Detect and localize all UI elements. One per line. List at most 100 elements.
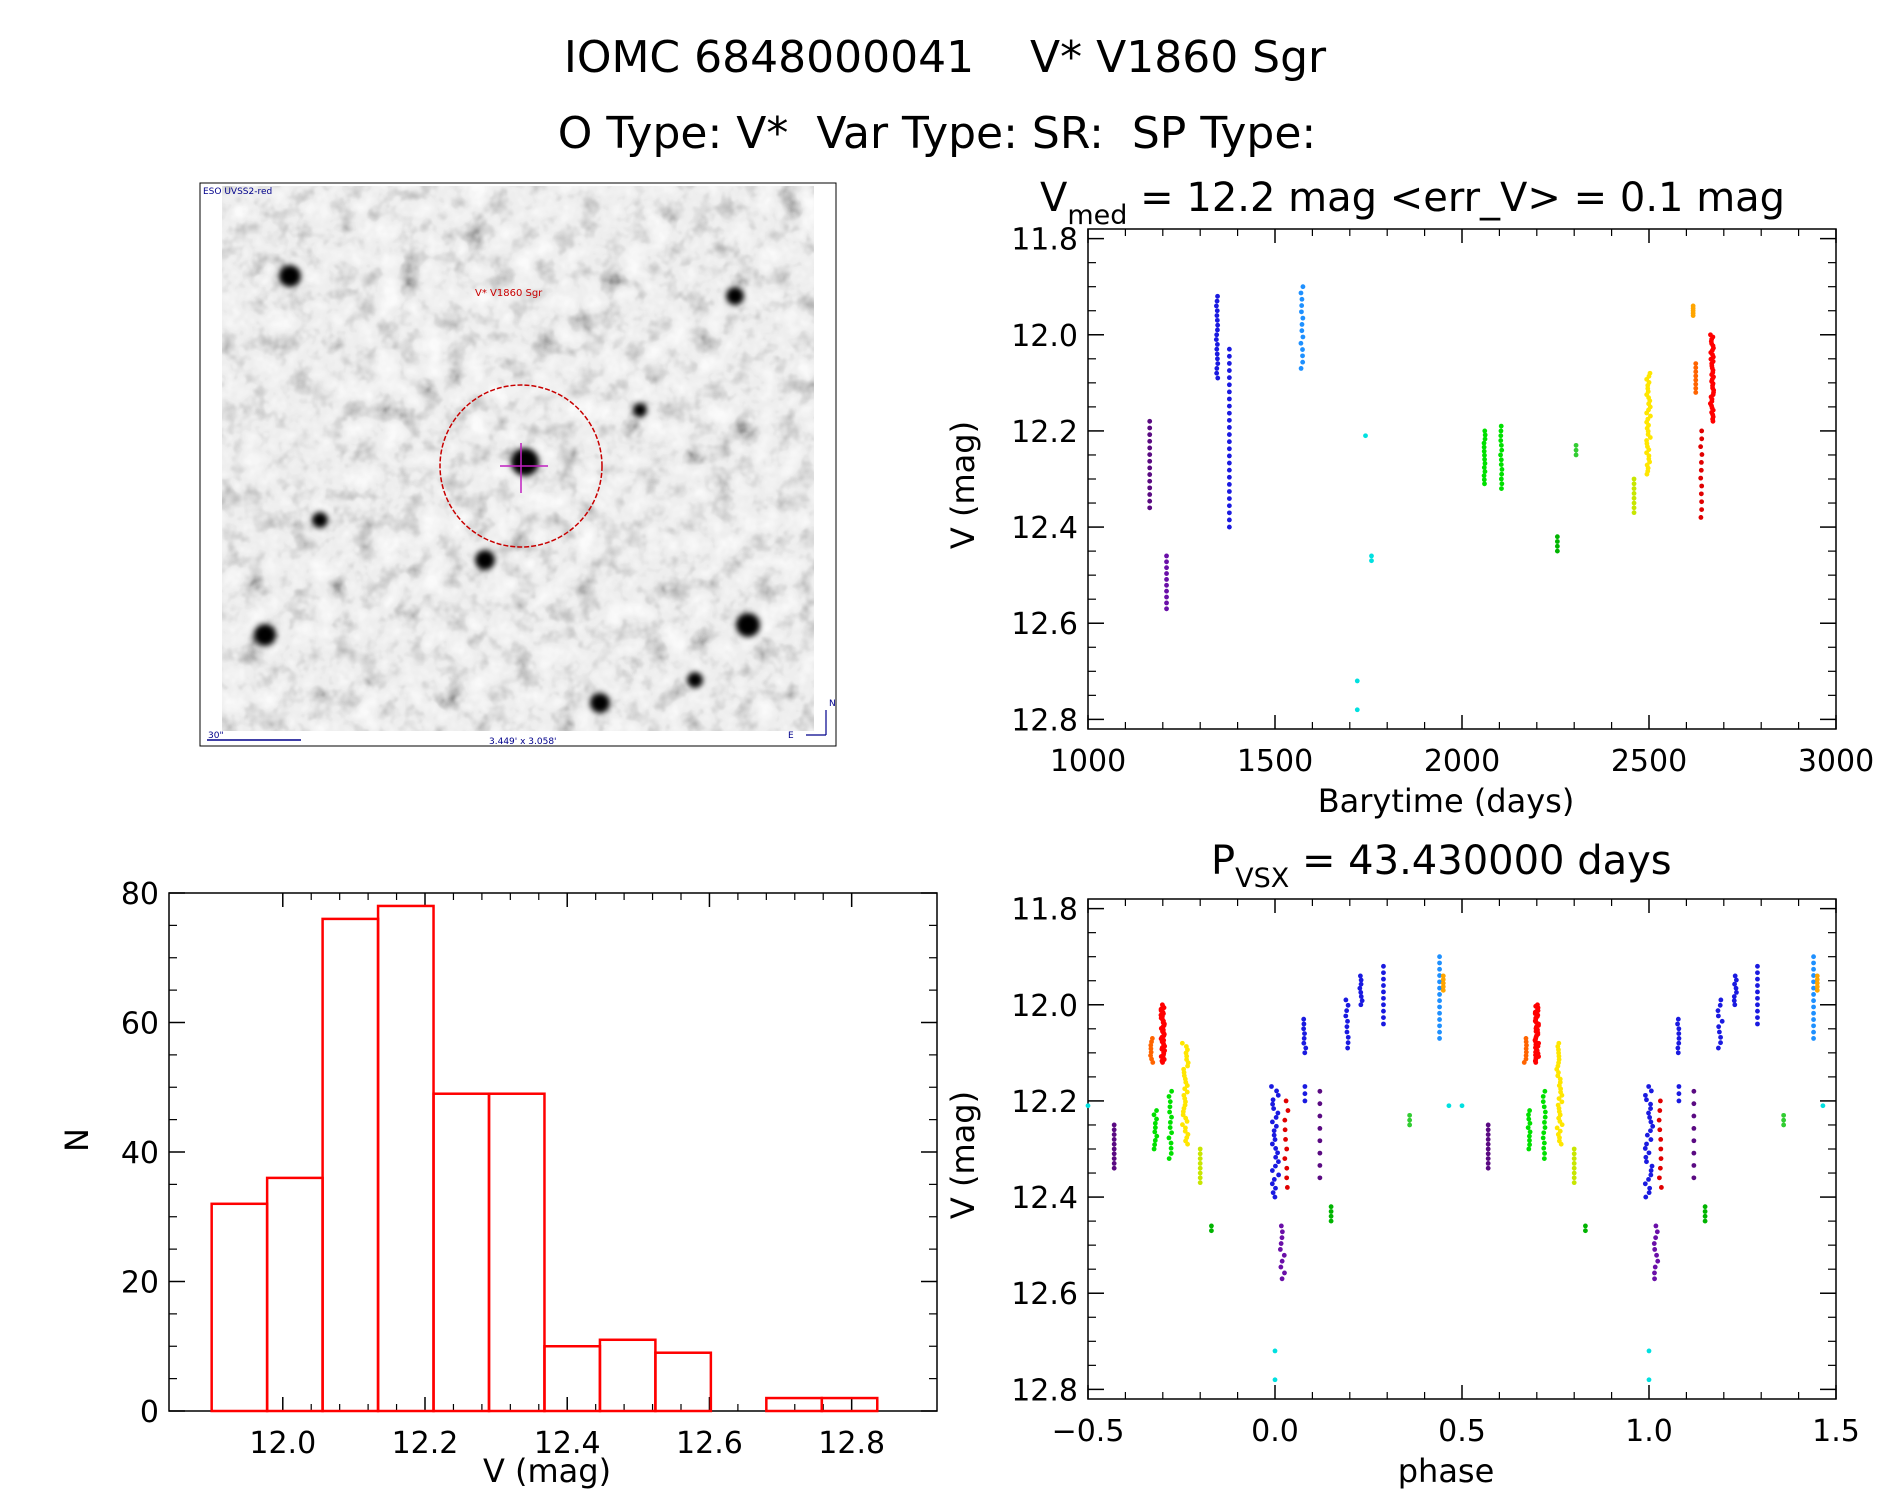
- phased-data-point: [1702, 1218, 1708, 1224]
- phased-data-point: [1814, 977, 1820, 982]
- phased-data-point: [1485, 1161, 1491, 1166]
- phased-data-point: [1169, 1114, 1174, 1120]
- phased-data-point: [1407, 1112, 1413, 1118]
- lightcurve-xtick-label: 3000: [1798, 744, 1874, 779]
- phased-data-point: [1279, 1235, 1285, 1241]
- phased-data-point: [1652, 1247, 1658, 1252]
- lightcurve-data-point: [1482, 432, 1488, 438]
- lightcurve-data-point: [1226, 467, 1232, 473]
- phased-ytick-label: 11.8: [1011, 893, 1078, 928]
- phased-data-point: [1654, 1229, 1660, 1235]
- lightcurve-data-point: [1631, 481, 1637, 487]
- lightcurve-data-point: [1298, 290, 1304, 296]
- phased-data-point: [1276, 1159, 1281, 1165]
- lightcurve-series-s12: [1573, 442, 1579, 458]
- phased-data-point: [1381, 976, 1386, 982]
- phased-data-point: [1781, 1122, 1787, 1128]
- phased-data-point: [1357, 973, 1363, 979]
- lightcurve-title-sub: med: [1067, 200, 1127, 231]
- phased-data-point: [1527, 1108, 1533, 1113]
- phased-data-point: [1345, 1045, 1351, 1051]
- phased-data-point: [1148, 1046, 1154, 1052]
- lightcurve-data-point: [1481, 477, 1487, 483]
- lightcurve-data-point: [1226, 346, 1232, 352]
- histogram-xtick-label: 12.4: [534, 1426, 601, 1461]
- lightcurve-data-point: [1300, 359, 1306, 365]
- phased-data-point: [1811, 973, 1816, 978]
- lightcurve-data-point: [1214, 346, 1220, 352]
- phased-series-p48: [1085, 1103, 1091, 1109]
- phased-data-point: [1381, 989, 1386, 995]
- phased-data-point: [1691, 1113, 1697, 1119]
- phased-data-point: [1302, 1050, 1308, 1056]
- lightcurve-series-s13: [1631, 476, 1637, 516]
- phased-data-point: [1184, 1118, 1190, 1124]
- phased-data-point: [1675, 1045, 1681, 1051]
- phased-data-point: [1407, 1117, 1413, 1123]
- lightcurve-data-point: [1215, 322, 1221, 328]
- lightcurve-data-point: [1164, 594, 1169, 600]
- compass-icon: [806, 710, 827, 736]
- phased-data-point: [1691, 1101, 1697, 1107]
- phased-data-point: [1273, 1123, 1279, 1129]
- lightcurve-data-point: [1147, 452, 1153, 457]
- lightcurve-data-point: [1226, 403, 1232, 409]
- lightcurve-data-point: [1299, 303, 1305, 308]
- lightcurve-xtick-label: 2000: [1424, 744, 1500, 779]
- phased-data-point: [1167, 1109, 1173, 1115]
- phased-data-point: [1197, 1146, 1203, 1152]
- phased-data-point: [1659, 1185, 1664, 1190]
- lightcurve-data-point: [1354, 678, 1360, 684]
- lightcurve-data-point: [1699, 483, 1705, 489]
- phased-series-p18: [1357, 973, 1365, 1008]
- phased-data-point: [1648, 1088, 1654, 1094]
- lightcurve-data-point: [1693, 377, 1699, 383]
- phased-data-point: [1440, 973, 1446, 979]
- lightcurve-ytick-label: 12.6: [1011, 607, 1078, 642]
- lightcurve-data-point: [1690, 313, 1696, 318]
- phased-ytick-label: 12.4: [1011, 1181, 1078, 1216]
- phased-series-p17: [1343, 997, 1351, 1051]
- lightcurve-data-point: [1693, 390, 1699, 395]
- phased-data-point: [1359, 998, 1365, 1004]
- histogram-xlabel: V (mag): [483, 1452, 611, 1490]
- phased-data-point: [1652, 1276, 1657, 1282]
- phased-data-point: [1358, 994, 1364, 999]
- lightcurve-data-point: [1164, 571, 1169, 576]
- histogram-bar: [765, 1396, 824, 1413]
- phased-data-point: [1533, 1060, 1539, 1065]
- phased-data-point: [1646, 1176, 1651, 1182]
- phased-data-point: [1485, 1136, 1491, 1142]
- lightcurve-ytick-label: 12.4: [1011, 511, 1078, 546]
- phased-data-point: [1270, 1097, 1276, 1103]
- phased-data-point: [1540, 1135, 1546, 1141]
- phased-data-point: [1811, 1036, 1816, 1041]
- phased-series-p32: [1583, 1223, 1588, 1234]
- phased-data-point: [1357, 985, 1363, 991]
- phased-data-point: [1755, 1002, 1760, 1008]
- phased-title-prefix: P: [1211, 838, 1235, 884]
- lightcurve-data-point: [1226, 439, 1232, 445]
- phased-data-point: [1273, 1146, 1279, 1151]
- lightcurve-series-s7: [1369, 553, 1374, 564]
- phased-data-point: [1317, 1088, 1323, 1094]
- phased-data-point: [1648, 1137, 1654, 1142]
- phased-data-point: [1302, 1084, 1308, 1089]
- phased-series-p35: [1651, 1223, 1661, 1282]
- phased-series-p15: [1317, 1088, 1323, 1181]
- phased-series-p2: [1158, 1002, 1168, 1065]
- phased-data-point: [1702, 1204, 1708, 1210]
- phased-data-point: [1151, 1146, 1157, 1152]
- phased-data-point: [1180, 1122, 1185, 1128]
- phased-data-point: [1271, 1176, 1277, 1182]
- lightcurve-data-point: [1482, 436, 1488, 442]
- phased-data-point: [1111, 1156, 1117, 1162]
- phased-series-p40: [1702, 1204, 1708, 1224]
- phased-data-point: [1526, 1146, 1532, 1152]
- phased-data-point: [1731, 994, 1737, 999]
- phased-data-point: [1734, 990, 1739, 995]
- scale-label: 30": [208, 731, 224, 741]
- phased-data-point: [1702, 1213, 1708, 1219]
- phased-series-p45: [1811, 954, 1816, 1041]
- lightcurve-data-point: [1699, 507, 1705, 512]
